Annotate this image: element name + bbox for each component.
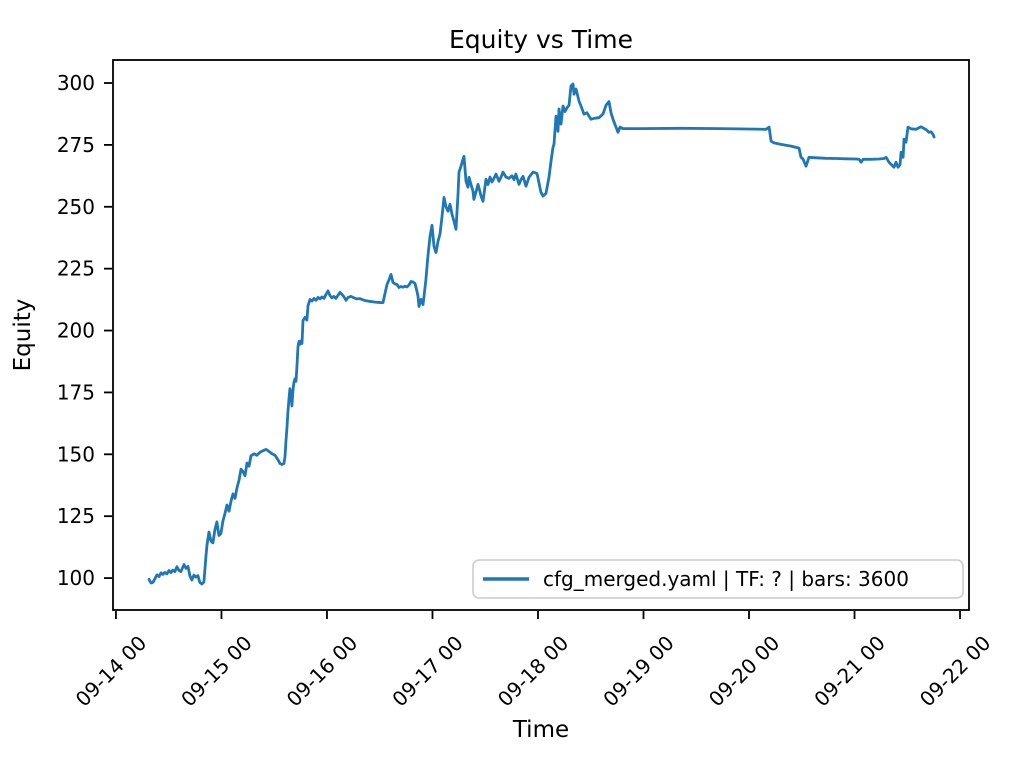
x-tick-label: 09-19 00 (598, 631, 679, 712)
x-axis-label: Time (512, 717, 569, 743)
x-tick-label: 09-22 00 (915, 631, 996, 712)
y-tick-label: 275 (57, 133, 95, 157)
chart-title: Equity vs Time (449, 25, 633, 54)
x-tick-label: 09-15 00 (176, 631, 257, 712)
y-tick-label: 100 (57, 566, 95, 590)
equity-line (147, 82, 936, 586)
y-tick-label: 125 (57, 504, 95, 528)
y-tick-label: 175 (57, 380, 95, 404)
legend-label: cfg_merged.yaml | TF: ? | bars: 3600 (543, 567, 909, 591)
y-axis-label: Equity (10, 299, 36, 372)
x-tick-label: 09-16 00 (282, 631, 363, 712)
legend: cfg_merged.yaml | TF: ? | bars: 3600 (472, 559, 964, 599)
axes-spines (112, 59, 970, 611)
x-tick-label: 09-18 00 (493, 631, 574, 712)
x-tick-label: 09-17 00 (387, 631, 468, 712)
x-tick-label: 09-21 00 (809, 631, 890, 712)
y-tick-label: 300 (57, 71, 95, 95)
plot-area: 09-14 00 09-15 00 09-16 00 09-17 00 09-18 00… (57, 59, 996, 712)
x-tick-label: 09-14 00 (71, 631, 152, 712)
y-tick-label: 200 (57, 319, 95, 343)
y-tick-label: 225 (57, 257, 95, 281)
y-tick-label: 150 (57, 442, 95, 466)
x-tick-label: 09-20 00 (704, 631, 785, 712)
y-tick-label: 250 (57, 195, 95, 219)
legend-box (472, 559, 964, 599)
